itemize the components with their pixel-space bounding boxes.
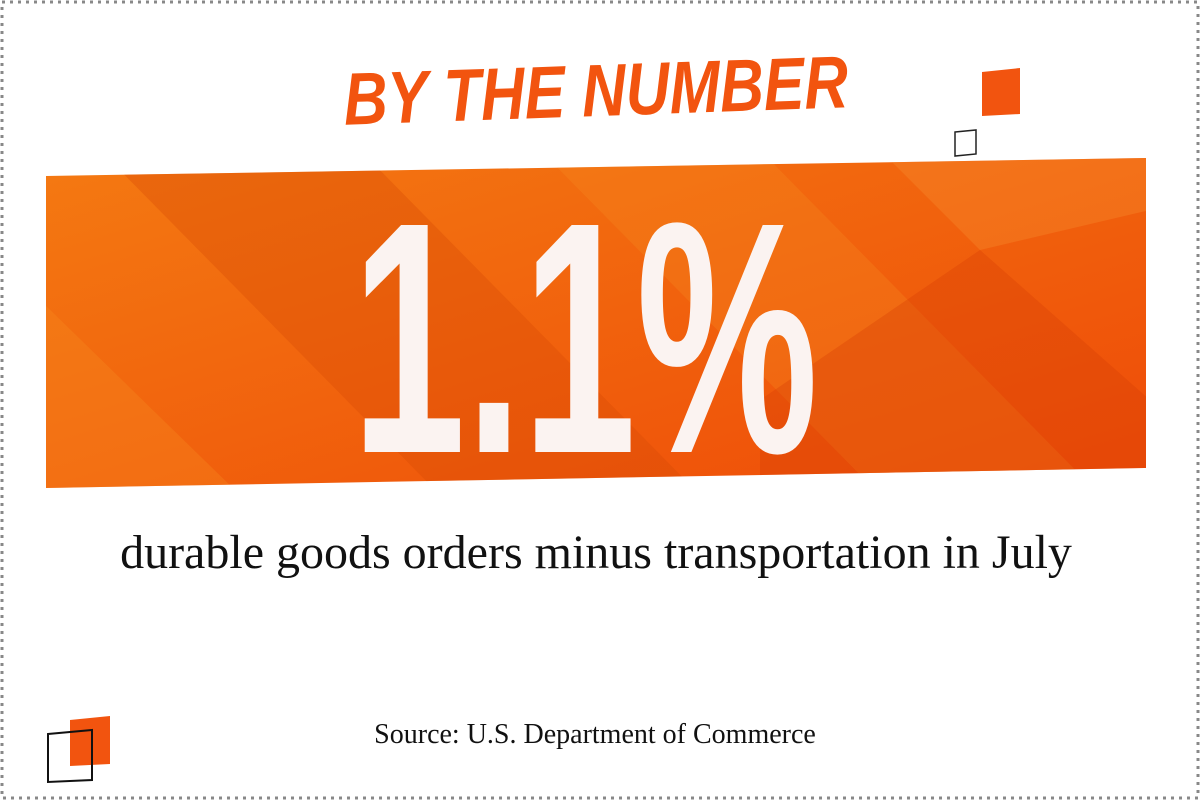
title: BY THE NUMBER	[342, 42, 849, 142]
stat-value: 1.1%	[352, 154, 818, 523]
deco-square	[47, 728, 93, 784]
deco-square	[954, 129, 977, 157]
source: Source: U.S. Department of Commerce	[374, 719, 816, 750]
stripe	[760, 250, 1146, 488]
stripe	[46, 300, 240, 488]
banner-bg	[46, 158, 1146, 488]
deco-square	[982, 68, 1020, 116]
stripe	[100, 158, 700, 488]
stripe	[540, 158, 1100, 488]
stat-caption: durable goods orders minus transportatio…	[120, 526, 1072, 579]
banner	[46, 158, 1146, 488]
stripe	[880, 158, 1146, 250]
deco-square	[70, 716, 110, 766]
